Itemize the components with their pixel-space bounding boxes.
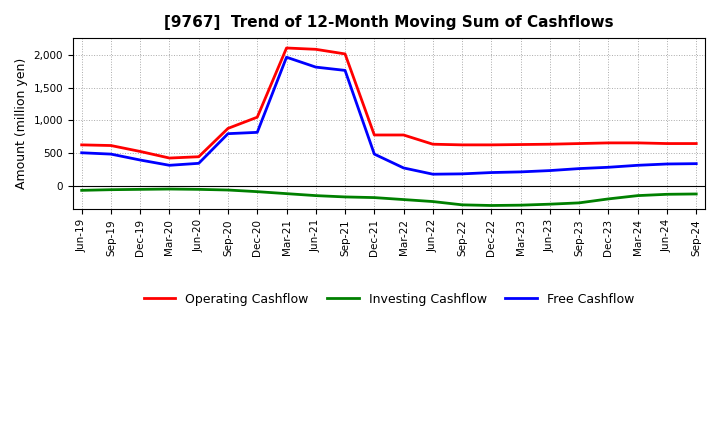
- Operating Cashflow: [282, 45, 291, 51]
- Line: Investing Cashflow: Investing Cashflow: [81, 189, 696, 205]
- Free Cashflow: [312, 65, 320, 70]
- Investing Cashflow: [546, 202, 554, 207]
- Operating Cashflow: [370, 132, 379, 138]
- Free Cashflow: [516, 169, 525, 175]
- Investing Cashflow: [662, 192, 671, 197]
- Investing Cashflow: [312, 193, 320, 198]
- Free Cashflow: [107, 151, 115, 157]
- Investing Cashflow: [77, 188, 86, 193]
- Investing Cashflow: [194, 187, 203, 192]
- Investing Cashflow: [428, 199, 437, 204]
- Free Cashflow: [224, 131, 233, 136]
- Operating Cashflow: [224, 126, 233, 131]
- Y-axis label: Amount (million yen): Amount (million yen): [15, 58, 28, 189]
- Free Cashflow: [575, 166, 583, 171]
- Operating Cashflow: [341, 51, 349, 57]
- Investing Cashflow: [341, 194, 349, 200]
- Investing Cashflow: [400, 197, 408, 202]
- Investing Cashflow: [370, 195, 379, 200]
- Operating Cashflow: [516, 142, 525, 147]
- Free Cashflow: [428, 172, 437, 177]
- Free Cashflow: [662, 161, 671, 167]
- Investing Cashflow: [165, 187, 174, 192]
- Investing Cashflow: [516, 202, 525, 208]
- Operating Cashflow: [165, 155, 174, 161]
- Operating Cashflow: [107, 143, 115, 148]
- Operating Cashflow: [312, 47, 320, 52]
- Operating Cashflow: [487, 142, 495, 147]
- Free Cashflow: [400, 165, 408, 171]
- Free Cashflow: [136, 158, 145, 163]
- Free Cashflow: [634, 163, 642, 168]
- Free Cashflow: [546, 168, 554, 173]
- Free Cashflow: [370, 151, 379, 157]
- Line: Free Cashflow: Free Cashflow: [81, 57, 696, 174]
- Free Cashflow: [487, 170, 495, 175]
- Free Cashflow: [253, 130, 261, 135]
- Operating Cashflow: [692, 141, 701, 146]
- Operating Cashflow: [546, 142, 554, 147]
- Investing Cashflow: [692, 191, 701, 197]
- Operating Cashflow: [634, 140, 642, 146]
- Investing Cashflow: [224, 187, 233, 193]
- Operating Cashflow: [253, 114, 261, 120]
- Free Cashflow: [604, 165, 613, 170]
- Free Cashflow: [194, 161, 203, 166]
- Investing Cashflow: [136, 187, 145, 192]
- Operating Cashflow: [428, 142, 437, 147]
- Free Cashflow: [282, 55, 291, 60]
- Investing Cashflow: [107, 187, 115, 192]
- Line: Operating Cashflow: Operating Cashflow: [81, 48, 696, 158]
- Investing Cashflow: [575, 200, 583, 205]
- Legend: Operating Cashflow, Investing Cashflow, Free Cashflow: Operating Cashflow, Investing Cashflow, …: [139, 288, 639, 311]
- Operating Cashflow: [194, 154, 203, 159]
- Investing Cashflow: [282, 191, 291, 196]
- Free Cashflow: [692, 161, 701, 166]
- Operating Cashflow: [77, 142, 86, 147]
- Investing Cashflow: [487, 203, 495, 208]
- Operating Cashflow: [662, 141, 671, 146]
- Title: [9767]  Trend of 12-Month Moving Sum of Cashflows: [9767] Trend of 12-Month Moving Sum of C…: [164, 15, 613, 30]
- Free Cashflow: [165, 163, 174, 168]
- Investing Cashflow: [458, 202, 467, 208]
- Free Cashflow: [341, 68, 349, 73]
- Operating Cashflow: [604, 140, 613, 146]
- Operating Cashflow: [575, 141, 583, 146]
- Operating Cashflow: [136, 149, 145, 154]
- Investing Cashflow: [634, 193, 642, 198]
- Free Cashflow: [77, 150, 86, 155]
- Free Cashflow: [458, 171, 467, 176]
- Operating Cashflow: [400, 132, 408, 138]
- Investing Cashflow: [253, 189, 261, 194]
- Operating Cashflow: [458, 142, 467, 147]
- Investing Cashflow: [604, 196, 613, 202]
